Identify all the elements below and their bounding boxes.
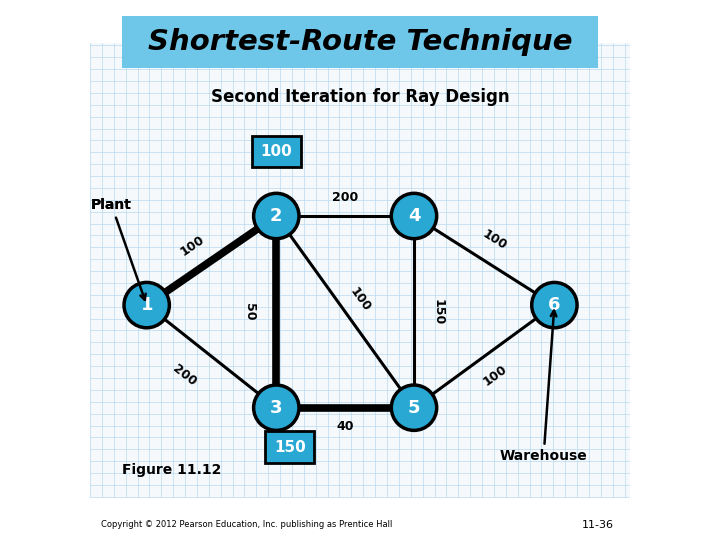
Text: 11-36: 11-36 <box>582 520 613 530</box>
FancyBboxPatch shape <box>252 136 301 167</box>
Text: Warehouse: Warehouse <box>500 310 588 463</box>
Text: Copyright © 2012 Pearson Education, Inc. publishing as Prentice Hall: Copyright © 2012 Pearson Education, Inc.… <box>101 521 392 529</box>
Text: 100: 100 <box>261 144 292 159</box>
Text: 150: 150 <box>432 299 445 325</box>
Text: Figure 11.12: Figure 11.12 <box>122 463 222 477</box>
Text: 200: 200 <box>170 362 199 389</box>
Text: 3: 3 <box>270 399 282 417</box>
Bar <box>90 43 630 497</box>
Text: 1: 1 <box>140 296 153 314</box>
Circle shape <box>531 282 577 328</box>
Text: Plant: Plant <box>91 198 132 212</box>
Circle shape <box>124 282 169 328</box>
Text: 100: 100 <box>347 285 373 314</box>
Text: 150: 150 <box>274 440 306 455</box>
Text: 100: 100 <box>480 362 510 388</box>
Text: 5: 5 <box>408 399 420 417</box>
Text: 50: 50 <box>243 303 256 321</box>
FancyBboxPatch shape <box>122 16 598 68</box>
Text: Plant: Plant <box>91 198 145 300</box>
Circle shape <box>392 193 436 239</box>
FancyBboxPatch shape <box>265 431 315 463</box>
Circle shape <box>253 385 299 430</box>
Text: 100: 100 <box>480 228 510 253</box>
Text: 40: 40 <box>336 420 354 433</box>
Text: Shortest-Route Technique: Shortest-Route Technique <box>148 28 572 56</box>
Circle shape <box>253 193 299 239</box>
Text: 4: 4 <box>408 207 420 225</box>
Circle shape <box>392 385 436 430</box>
Text: 2: 2 <box>270 207 282 225</box>
Text: 200: 200 <box>332 191 358 204</box>
Text: 100: 100 <box>178 233 207 259</box>
Text: 6: 6 <box>548 296 561 314</box>
Text: Second Iteration for Ray Design: Second Iteration for Ray Design <box>211 88 509 106</box>
